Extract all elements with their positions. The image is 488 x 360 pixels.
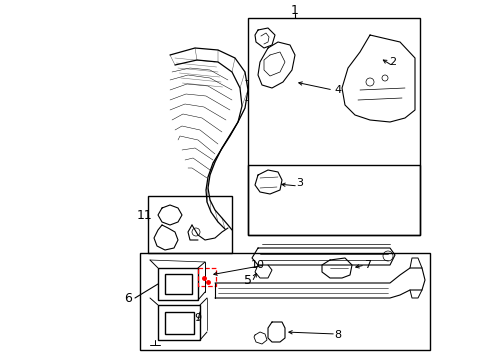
Bar [247,18,419,235]
Bar [247,165,419,235]
Text: 6: 6 [124,292,132,305]
Text: 8: 8 [334,330,341,340]
Text: 11: 11 [137,208,153,221]
Text: 3: 3 [296,178,303,188]
Bar [158,305,200,340]
Bar [164,312,194,334]
Bar [164,274,192,294]
Bar [148,196,231,253]
Bar [140,253,429,350]
Text: 10: 10 [250,260,264,270]
Bar [158,268,198,300]
Text: 9: 9 [194,313,201,323]
Text: 4: 4 [334,85,341,95]
Bar [198,268,216,286]
Text: 5: 5 [244,274,251,287]
Text: 7: 7 [364,260,371,270]
Text: 1: 1 [290,4,298,17]
Text: 2: 2 [388,57,396,67]
